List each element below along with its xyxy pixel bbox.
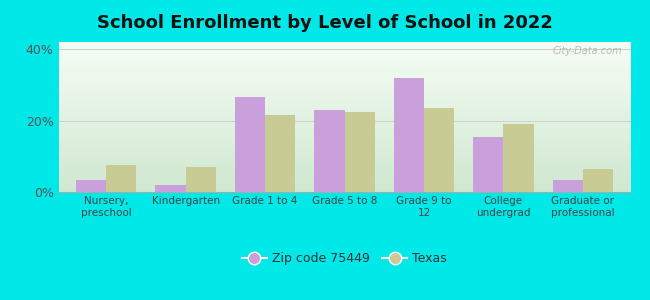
Legend: Zip code 75449, Texas: Zip code 75449, Texas: [237, 247, 452, 270]
Bar: [315, 110, 344, 192]
Bar: [503, 124, 534, 192]
Bar: [235, 98, 265, 192]
Bar: [473, 136, 503, 192]
Text: City-Data.com: City-Data.com: [552, 46, 622, 56]
Bar: [424, 108, 454, 192]
Bar: [106, 165, 136, 192]
Bar: [76, 179, 106, 192]
Bar: [186, 167, 216, 192]
Bar: [344, 112, 374, 192]
Bar: [265, 115, 295, 192]
Bar: [552, 179, 583, 192]
Text: School Enrollment by Level of School in 2022: School Enrollment by Level of School in …: [97, 14, 553, 32]
Bar: [394, 78, 424, 192]
Bar: [583, 169, 613, 192]
Bar: [155, 185, 186, 192]
